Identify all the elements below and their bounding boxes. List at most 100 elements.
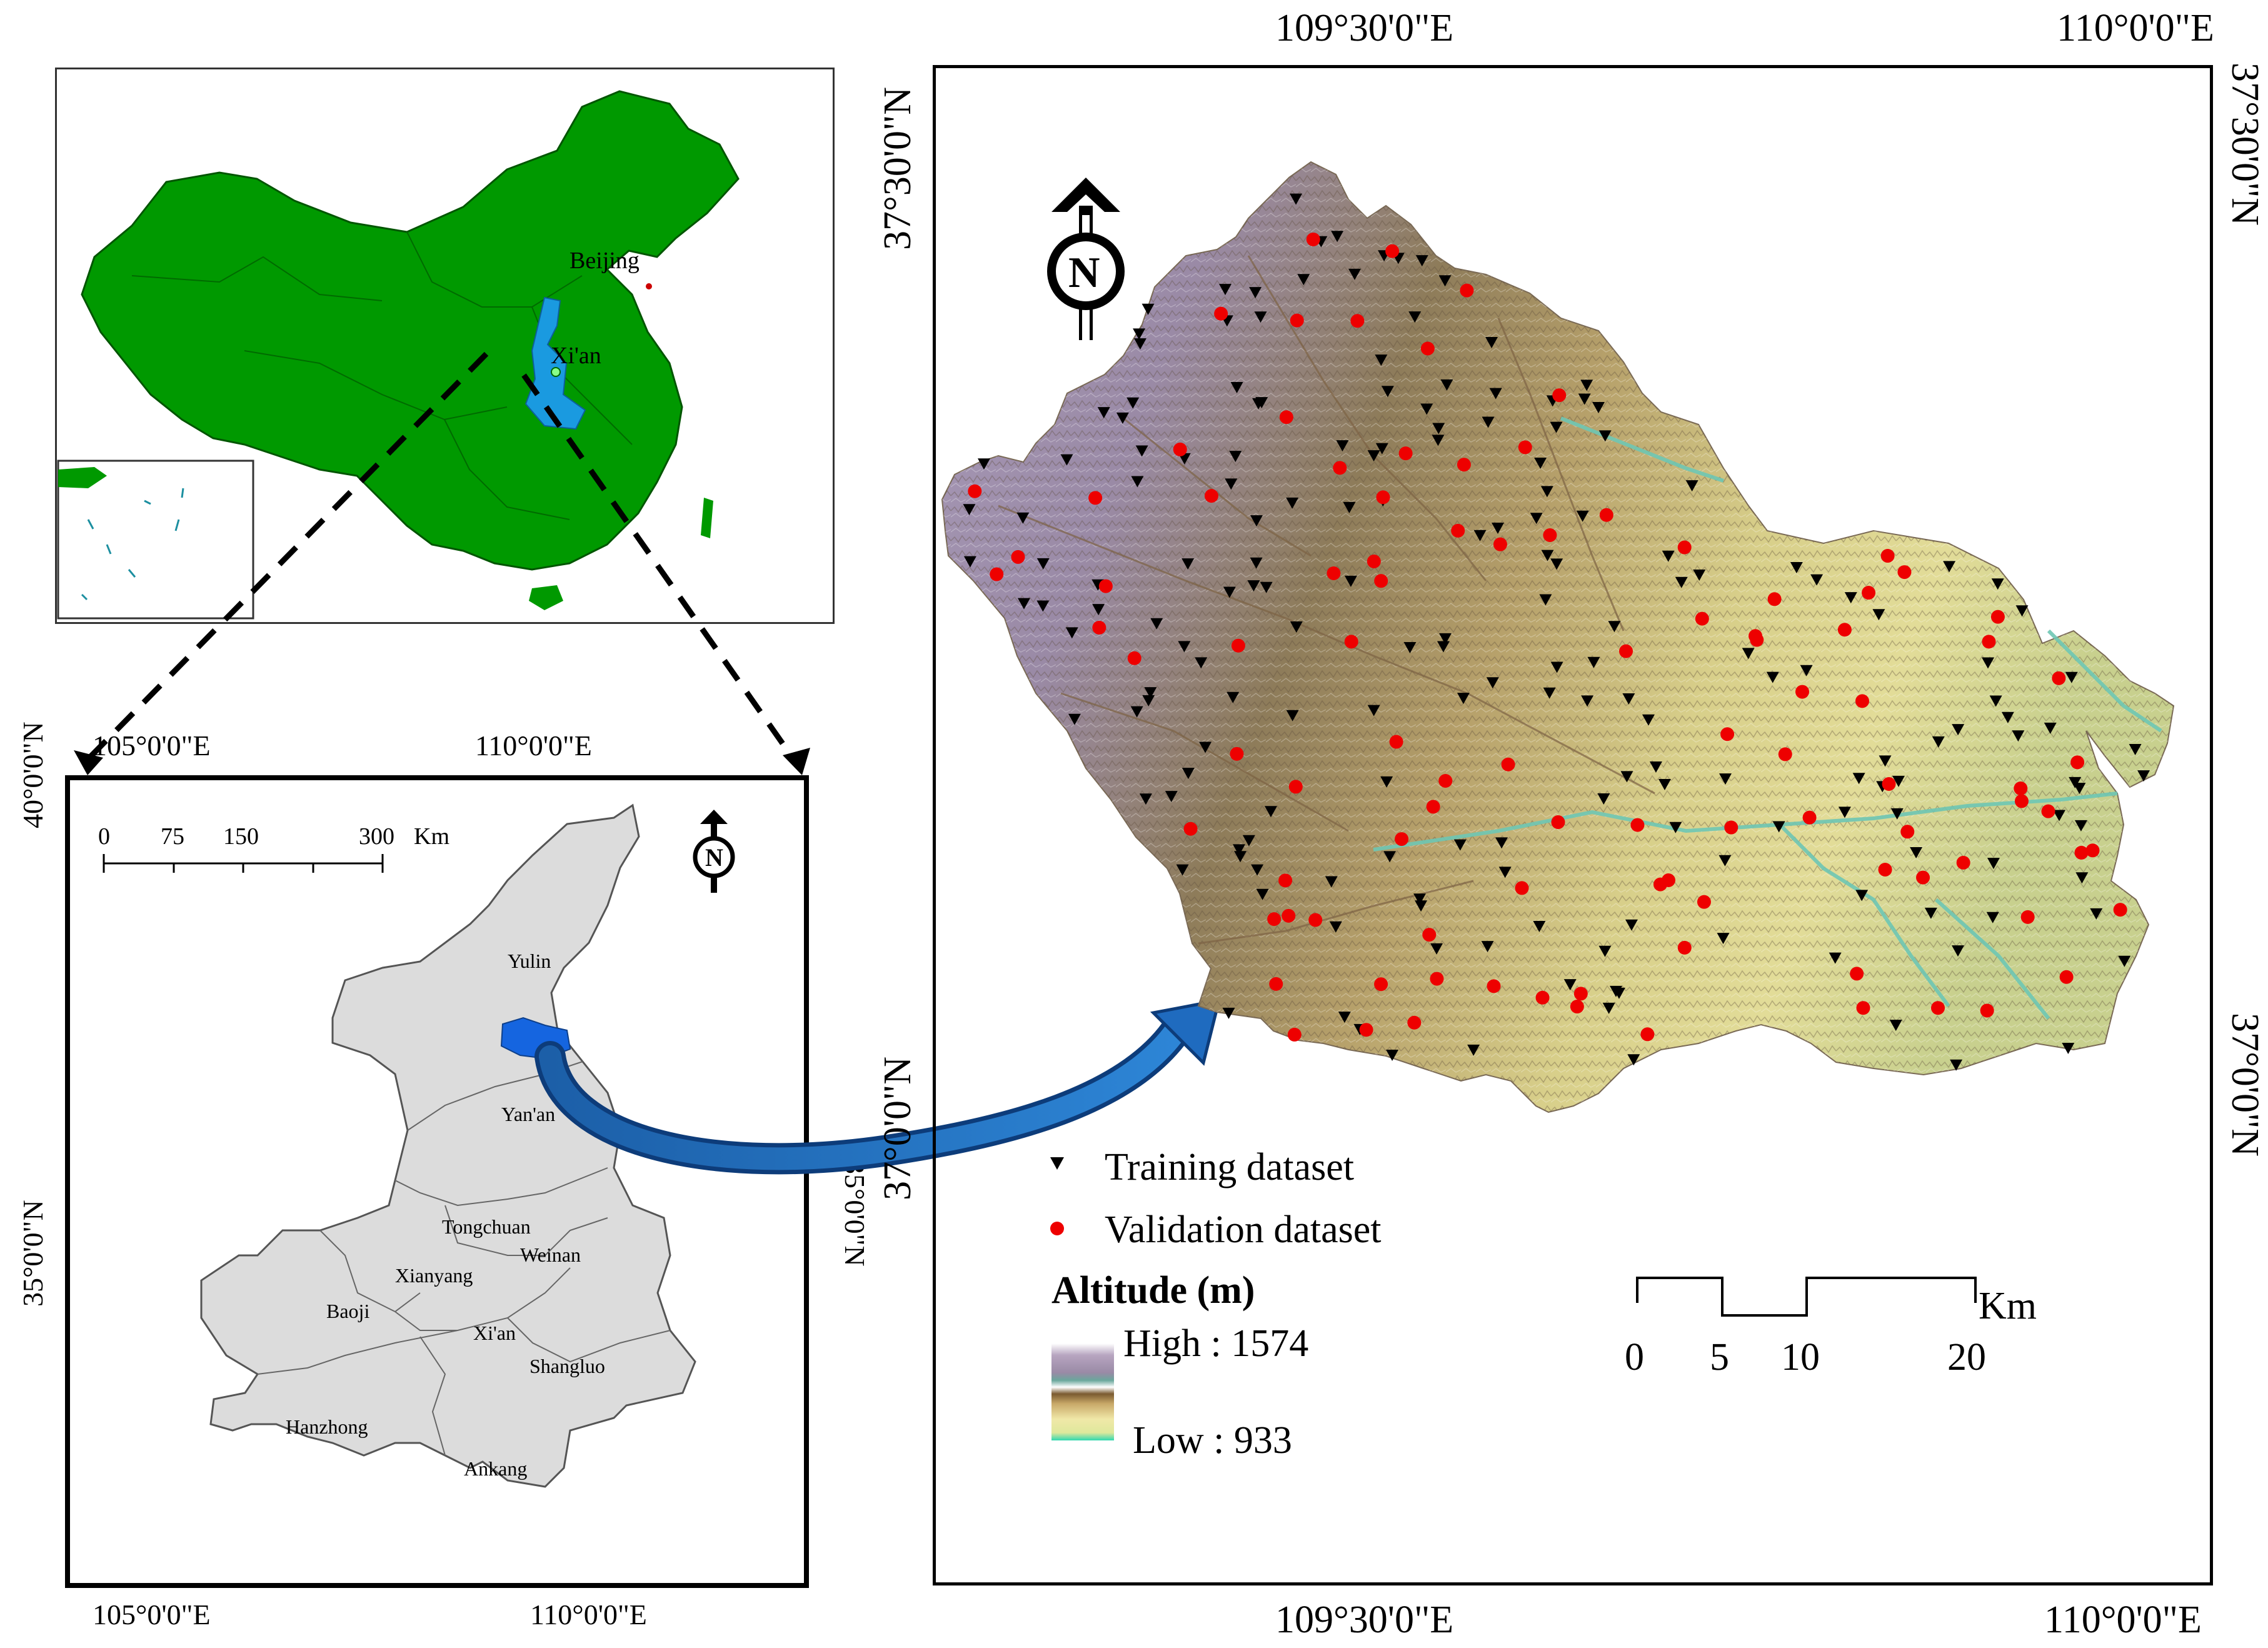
altitude-color-ramp <box>1051 1344 1114 1440</box>
training-point <box>1432 435 1445 446</box>
training-point <box>1608 621 1621 633</box>
training-point <box>2090 908 2103 920</box>
training-point <box>1415 900 1428 912</box>
shaanxi-north-arrow: N <box>693 810 735 893</box>
training-point <box>1620 771 1633 783</box>
training-point <box>1952 945 1965 957</box>
validation-point <box>1451 523 1465 538</box>
validation-point <box>1287 1027 1302 1042</box>
scale-tick-75: 75 <box>161 823 184 850</box>
study-right-bottom-lat: 37°0'0"N <box>2224 1013 2266 1157</box>
training-point <box>1892 775 1905 787</box>
validation-point <box>1695 611 1709 626</box>
training-point <box>1165 791 1178 803</box>
validation-point <box>1551 815 1565 830</box>
city-label-ankang: Ankang <box>464 1457 527 1480</box>
training-point <box>1144 687 1157 699</box>
training-point <box>1991 578 2004 590</box>
validation-point <box>1882 776 1896 791</box>
training-point <box>1199 741 1212 753</box>
training-point <box>2074 820 2087 832</box>
validation-point <box>1438 773 1453 788</box>
city-label-hanzhong: Hanzhong <box>286 1415 368 1438</box>
validation-point <box>1661 873 1675 887</box>
altitude-low-label: Low : 933 <box>1133 1419 1292 1462</box>
training-point <box>1482 416 1495 428</box>
training-point <box>1331 231 1344 243</box>
training-point <box>1543 687 1556 699</box>
training-point <box>1234 851 1247 863</box>
validation-point <box>1367 555 1381 569</box>
validation-point <box>1916 870 1930 885</box>
training-point <box>1251 864 1264 876</box>
validation-point <box>1385 244 1400 258</box>
scale-tick-150: 150 <box>223 823 259 850</box>
validation-point <box>1900 825 1915 839</box>
training-point <box>2065 671 2078 683</box>
training-point <box>1150 618 1163 630</box>
training-point <box>1182 768 1195 780</box>
xian-marker <box>551 367 561 377</box>
scale-tick-300: 300 <box>359 823 394 850</box>
training-point <box>1627 1054 1640 1066</box>
training-point <box>1609 985 1622 997</box>
training-point <box>1420 403 1433 415</box>
training-point <box>1675 576 1688 588</box>
training-point <box>1097 407 1110 419</box>
training-point <box>1622 693 1635 705</box>
validation-point <box>1855 694 1869 708</box>
legend-validation-label: Validation dataset <box>1105 1208 1381 1251</box>
validation-point <box>1697 895 1711 909</box>
training-point <box>1408 311 1422 323</box>
validation-point <box>1599 508 1613 522</box>
training-point <box>1255 397 1268 409</box>
training-point <box>1325 876 1338 888</box>
training-point <box>2073 783 2086 795</box>
validation-point <box>1204 489 1218 503</box>
validation-point <box>1422 928 1437 942</box>
study-area-texture <box>942 162 2174 1112</box>
training-point <box>1642 714 1655 726</box>
training-point <box>1264 806 1277 818</box>
validation-point <box>1282 908 1296 923</box>
altitude-high-label: High : 1574 <box>1123 1322 1308 1365</box>
validation-point <box>1570 1000 1584 1014</box>
training-point <box>1126 397 1140 409</box>
training-point <box>1879 755 1892 767</box>
training-point <box>1286 710 1299 721</box>
validation-point <box>1850 967 1864 981</box>
scale-unit: Km <box>1979 1285 2037 1327</box>
scale-unit: Km <box>414 823 449 850</box>
validation-point <box>1640 1027 1655 1042</box>
training-point <box>2062 1042 2075 1054</box>
training-point <box>1467 1044 1480 1056</box>
validation-point <box>1267 912 1282 927</box>
training-point <box>1223 586 1236 598</box>
training-point <box>1218 284 1232 296</box>
training-point <box>1541 550 1554 561</box>
validation-point <box>1374 977 1388 992</box>
city-label-weinan: Weinan <box>520 1244 581 1266</box>
validation-point <box>1011 550 1025 564</box>
validation-point <box>1501 757 1515 771</box>
training-point <box>1092 604 1105 616</box>
training-point <box>2053 810 2066 821</box>
training-point <box>1669 821 1682 833</box>
city-label-xianyang: Xianyang <box>395 1264 473 1287</box>
training-point <box>1563 979 1577 991</box>
training-point <box>1036 558 1050 570</box>
training-point <box>2137 770 2150 782</box>
validation-point <box>1956 855 1970 870</box>
validation-point <box>1856 1001 1870 1015</box>
training-point <box>1437 641 1450 653</box>
training-point <box>1133 338 1147 350</box>
training-point <box>1800 665 1813 676</box>
validation-point <box>1515 881 1529 895</box>
training-point <box>1534 457 1547 469</box>
training-point <box>1717 933 1730 945</box>
training-point <box>1250 557 1263 569</box>
nine-dash-line <box>81 488 184 601</box>
training-point <box>1772 821 1785 833</box>
training-point <box>1910 847 1923 858</box>
validation-point <box>2113 903 2127 917</box>
